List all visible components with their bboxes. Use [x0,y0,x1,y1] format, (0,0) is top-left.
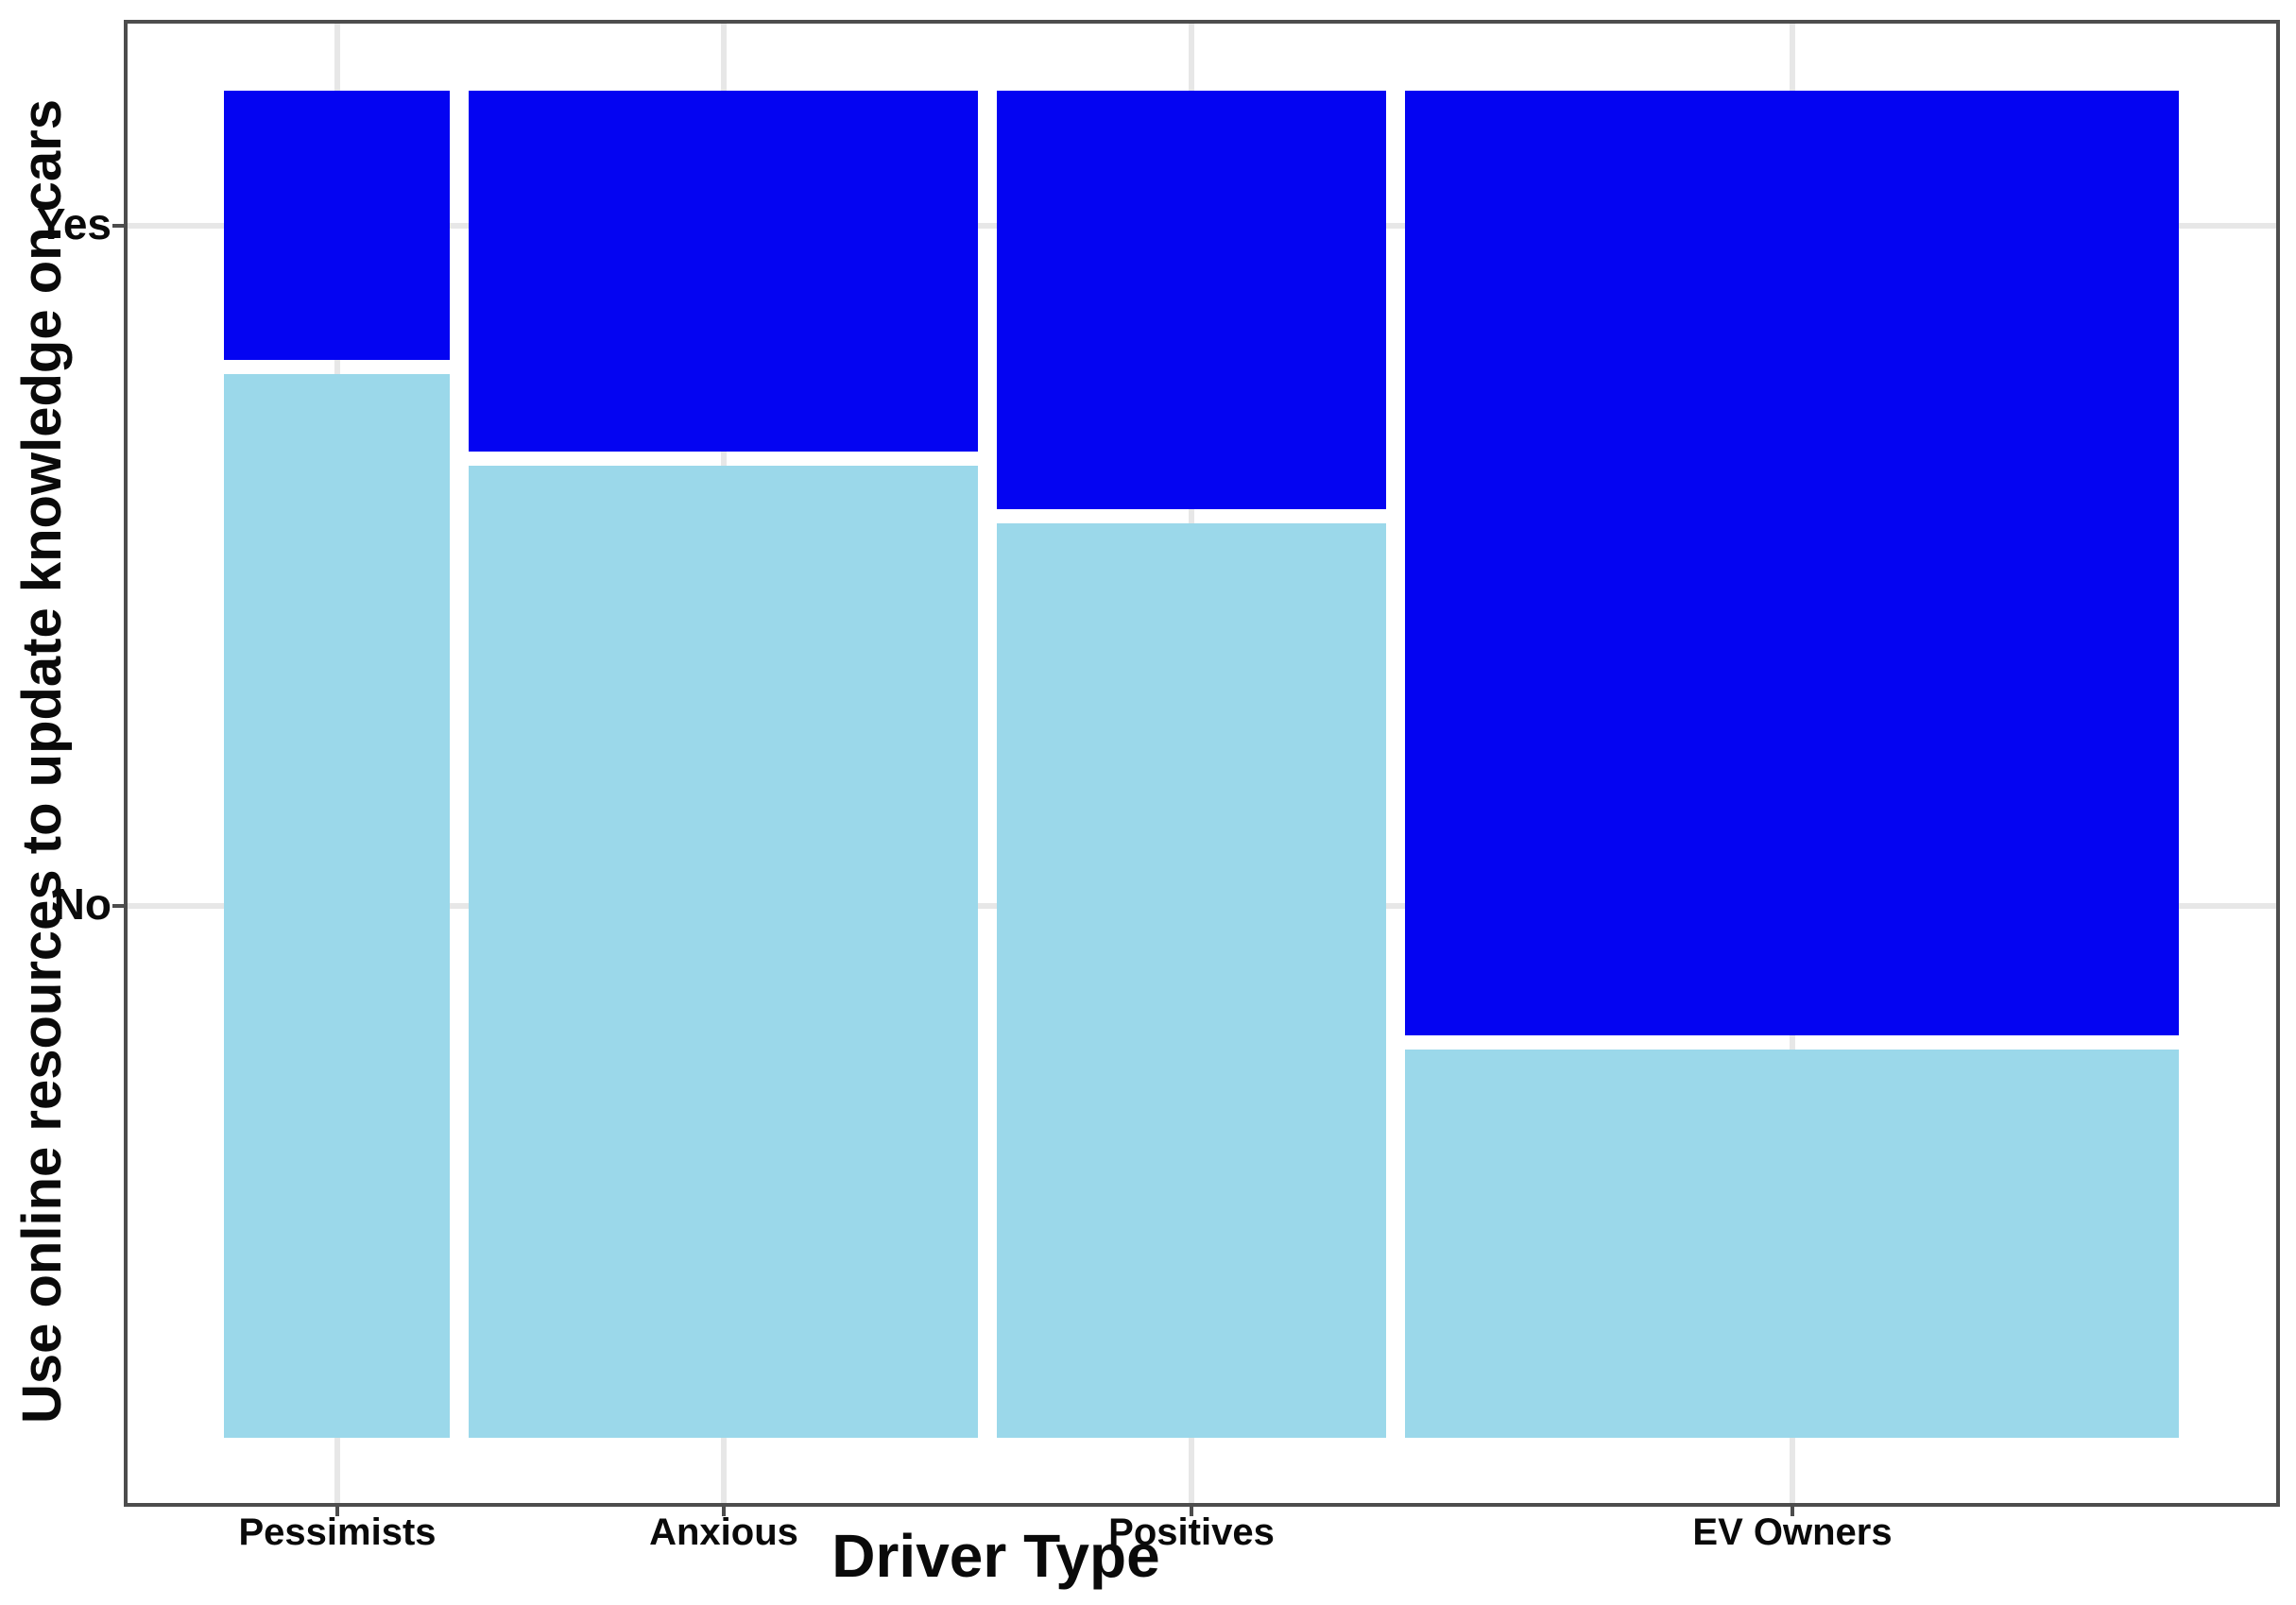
y-tick-label-yes: Yes [36,199,111,248]
mosaic-rect-yes-ev-owners [1405,91,2179,1035]
x-axis-tick-2 [1190,1505,1193,1516]
x-tick-label-ev-owners: EV Owners [1692,1511,1893,1553]
mosaic-rects-layer [128,24,2276,1503]
x-tick-label-pessimists: Pessimists [238,1511,437,1553]
x-tick-label-positives: Positives [1108,1511,1275,1553]
x-axis-tick-1 [722,1505,726,1516]
mosaic-rect-no-positives [997,523,1386,1438]
mosaic-rect-no-anxious [469,466,978,1438]
x-tick-label-anxious: Anxious [649,1511,798,1553]
y-axis-tick-1 [112,904,128,908]
x-axis-tick-0 [335,1505,339,1516]
mosaic-rect-yes-anxious [469,91,978,452]
x-axis-tick-3 [1791,1505,1794,1516]
mosaic-rect-no-ev-owners [1405,1050,2179,1438]
y-axis-tick-0 [112,224,128,228]
mosaic-rect-yes-pessimists [224,91,450,360]
y-tick-label-no: No [53,879,111,929]
plot-panel [124,20,2280,1507]
x-axis-title: Driver Type [831,1522,1160,1590]
mosaic-rect-yes-positives [997,91,1386,509]
mosaic-rect-no-pessimists [224,374,450,1438]
